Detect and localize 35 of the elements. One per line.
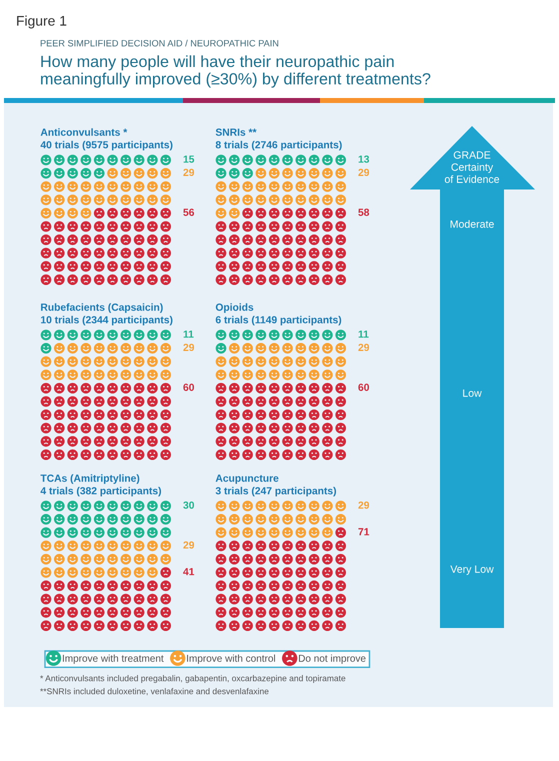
text: * Anticonvulsants included pregabalin, gabapentin, oxcarbazepine and topiramate	[40, 675, 346, 683]
data-label: 29	[183, 541, 194, 549]
data-label: 15	[184, 156, 194, 163]
data-label: 11	[358, 330, 369, 338]
data-label: 29	[183, 168, 194, 176]
data-label: 60	[183, 384, 194, 391]
text: GRADE Certainty of Evidence	[444, 151, 500, 183]
text: How many people will have their neuropathic pain meaningfully improved (≥30%) by different treatments?	[41, 55, 430, 88]
legend-label: Do not improve	[298, 654, 366, 664]
data-label: 58	[358, 208, 370, 216]
data-label: 29	[358, 344, 370, 352]
category-label: Opioids 6 trials (1149 participants)	[216, 303, 342, 326]
data-label: 60	[358, 384, 369, 391]
category-label: Rubefacients (Capsaicin) 10 trials (2344 participants)	[41, 303, 172, 326]
text: Moderate	[450, 220, 494, 228]
category-label: SNRIs ** 8 trials (2746 participants)	[216, 128, 342, 150]
category-label: TCAs (Amitriptyline) 4 trials (382 participants)	[40, 474, 161, 496]
legend-label: Improve with control	[187, 654, 276, 664]
category-label: Acupuncture 3 trials (247 participants)	[216, 474, 336, 496]
text: Very Low	[450, 565, 494, 575]
data-label: 29	[358, 501, 370, 509]
caption: Figure 1	[17, 16, 66, 28]
data-label: 29	[358, 168, 370, 176]
text: **SNRIs included duloxetine, venlafaxine and desvenlafaxine	[40, 688, 269, 696]
data-label: 11	[184, 330, 194, 338]
data-label: 41	[183, 568, 194, 576]
category-label: Anticonvulsants * 40 trials (9575 participants)	[40, 128, 172, 150]
data-label: 13	[358, 155, 370, 163]
data-label: 56	[183, 208, 194, 216]
text: Low	[463, 389, 482, 397]
text: PEER SIMPLIFIED DECISION AID / NEUROPATHIC PAIN	[40, 40, 278, 46]
data-label: 71	[358, 528, 370, 536]
data-label: 30	[183, 501, 194, 509]
legend-label: Improve with treatment	[62, 654, 164, 664]
data-label: 29	[183, 344, 194, 352]
